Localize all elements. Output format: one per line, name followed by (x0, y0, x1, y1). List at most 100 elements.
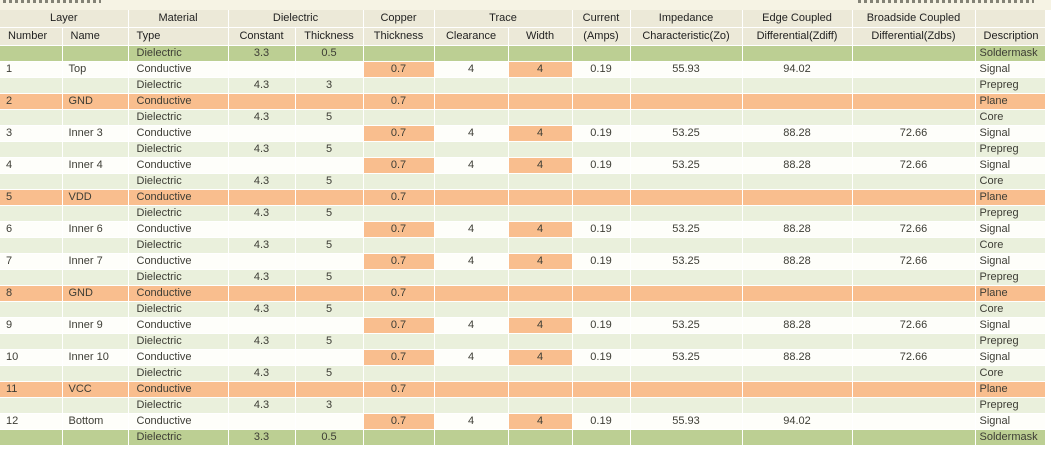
differential-zdbs-cell[interactable] (852, 413, 976, 430)
impedance-zo-cell[interactable] (630, 381, 743, 398)
material-type-cell[interactable]: Dielectric (128, 269, 229, 286)
trace-width-cell[interactable]: 4 (508, 221, 573, 238)
layer-number-cell[interactable] (0, 205, 63, 222)
copper-thickness-cell[interactable]: 0.7 (363, 285, 435, 302)
trace-width-cell[interactable] (508, 237, 573, 254)
copper-thickness-cell[interactable] (363, 45, 435, 62)
layer-number-cell[interactable] (0, 45, 63, 62)
copper-thickness-cell[interactable] (363, 301, 435, 318)
dielectric-constant-cell[interactable] (228, 93, 296, 110)
trace-clearance-cell[interactable]: 4 (434, 125, 509, 142)
layer-number-cell[interactable]: 4 (0, 157, 63, 174)
description-cell[interactable]: Core (975, 173, 1046, 190)
material-type-cell[interactable]: Conductive (128, 125, 229, 142)
differential-zdbs-cell[interactable] (852, 93, 976, 110)
copper-thickness-cell[interactable]: 0.7 (363, 125, 435, 142)
dielectric-constant-cell[interactable]: 4.3 (228, 237, 296, 254)
trace-clearance-cell[interactable]: 4 (434, 157, 509, 174)
differential-zdiff-cell[interactable] (742, 141, 853, 158)
dielectric-thickness-cell[interactable]: 5 (295, 301, 364, 318)
trace-clearance-cell[interactable] (434, 141, 509, 158)
dielectric-thickness-cell[interactable] (295, 381, 364, 398)
material-type-cell[interactable]: Dielectric (128, 397, 229, 414)
dielectric-constant-cell[interactable] (228, 381, 296, 398)
dielectric-thickness-cell[interactable]: 5 (295, 365, 364, 382)
dielectric-constant-cell[interactable]: 4.3 (228, 109, 296, 126)
description-cell[interactable]: Soldermask (975, 45, 1046, 62)
trace-width-cell[interactable] (508, 365, 573, 382)
copper-thickness-cell[interactable] (363, 141, 435, 158)
differential-zdiff-cell[interactable] (742, 285, 853, 302)
trace-clearance-cell[interactable] (434, 301, 509, 318)
differential-zdbs-cell[interactable] (852, 45, 976, 62)
layer-name-cell[interactable] (62, 173, 129, 190)
trace-width-cell[interactable] (508, 397, 573, 414)
differential-zdiff-cell[interactable] (742, 365, 853, 382)
trace-clearance-cell[interactable]: 4 (434, 253, 509, 270)
current-amps-cell[interactable]: 0.19 (572, 61, 631, 78)
layer-number-cell[interactable]: 7 (0, 253, 63, 270)
dielectric-constant-cell[interactable] (228, 317, 296, 334)
differential-zdiff-cell[interactable] (742, 45, 853, 62)
differential-zdiff-cell[interactable] (742, 205, 853, 222)
dielectric-thickness-cell[interactable]: 5 (295, 141, 364, 158)
trace-width-cell[interactable]: 4 (508, 413, 573, 430)
impedance-zo-cell[interactable] (630, 109, 743, 126)
description-cell[interactable]: Prepreg (975, 141, 1046, 158)
dielectric-thickness-cell[interactable]: 0.5 (295, 429, 364, 446)
dielectric-constant-cell[interactable] (228, 253, 296, 270)
material-type-cell[interactable]: Conductive (128, 349, 229, 366)
trace-width-cell[interactable] (508, 301, 573, 318)
material-type-cell[interactable]: Dielectric (128, 237, 229, 254)
description-cell[interactable]: Plane (975, 93, 1046, 110)
trace-clearance-cell[interactable] (434, 269, 509, 286)
layer-name-cell[interactable]: Bottom (62, 413, 129, 430)
current-amps-cell[interactable] (572, 189, 631, 206)
differential-zdiff-cell[interactable] (742, 397, 853, 414)
layer-name-cell[interactable]: Inner 6 (62, 221, 129, 238)
copper-thickness-cell[interactable] (363, 429, 435, 446)
layer-number-cell[interactable]: 2 (0, 93, 63, 110)
trace-width-cell[interactable] (508, 77, 573, 94)
copper-thickness-cell[interactable] (363, 173, 435, 190)
copper-thickness-cell[interactable]: 0.7 (363, 253, 435, 270)
differential-zdbs-cell[interactable] (852, 397, 976, 414)
trace-width-cell[interactable] (508, 45, 573, 62)
differential-zdiff-cell[interactable]: 88.28 (742, 157, 853, 174)
layer-number-cell[interactable] (0, 173, 63, 190)
layer-name-cell[interactable]: VCC (62, 381, 129, 398)
dielectric-thickness-cell[interactable]: 5 (295, 205, 364, 222)
current-amps-cell[interactable] (572, 77, 631, 94)
trace-width-cell[interactable] (508, 381, 573, 398)
layer-name-cell[interactable]: Inner 7 (62, 253, 129, 270)
current-amps-cell[interactable]: 0.19 (572, 125, 631, 142)
differential-zdiff-cell[interactable] (742, 429, 853, 446)
layer-number-cell[interactable]: 11 (0, 381, 63, 398)
dielectric-constant-cell[interactable] (228, 189, 296, 206)
current-amps-cell[interactable] (572, 109, 631, 126)
copper-thickness-cell[interactable]: 0.7 (363, 61, 435, 78)
trace-width-cell[interactable] (508, 141, 573, 158)
differential-zdiff-cell[interactable]: 88.28 (742, 221, 853, 238)
material-type-cell[interactable]: Conductive (128, 61, 229, 78)
current-amps-cell[interactable] (572, 365, 631, 382)
dielectric-thickness-cell[interactable]: 3 (295, 77, 364, 94)
dielectric-constant-cell[interactable]: 4.3 (228, 205, 296, 222)
differential-zdiff-cell[interactable] (742, 93, 853, 110)
current-amps-cell[interactable] (572, 93, 631, 110)
dielectric-constant-cell[interactable]: 4.3 (228, 365, 296, 382)
current-amps-cell[interactable] (572, 141, 631, 158)
current-amps-cell[interactable] (572, 333, 631, 350)
layer-name-cell[interactable] (62, 77, 129, 94)
differential-zdiff-cell[interactable]: 94.02 (742, 61, 853, 78)
copper-thickness-cell[interactable]: 0.7 (363, 413, 435, 430)
differential-zdbs-cell[interactable] (852, 205, 976, 222)
trace-width-cell[interactable] (508, 333, 573, 350)
current-amps-cell[interactable] (572, 301, 631, 318)
dielectric-constant-cell[interactable] (228, 285, 296, 302)
layer-name-cell[interactable]: Top (62, 61, 129, 78)
trace-width-cell[interactable] (508, 173, 573, 190)
dielectric-thickness-cell[interactable]: 0.5 (295, 45, 364, 62)
current-amps-cell[interactable] (572, 173, 631, 190)
current-amps-cell[interactable] (572, 285, 631, 302)
